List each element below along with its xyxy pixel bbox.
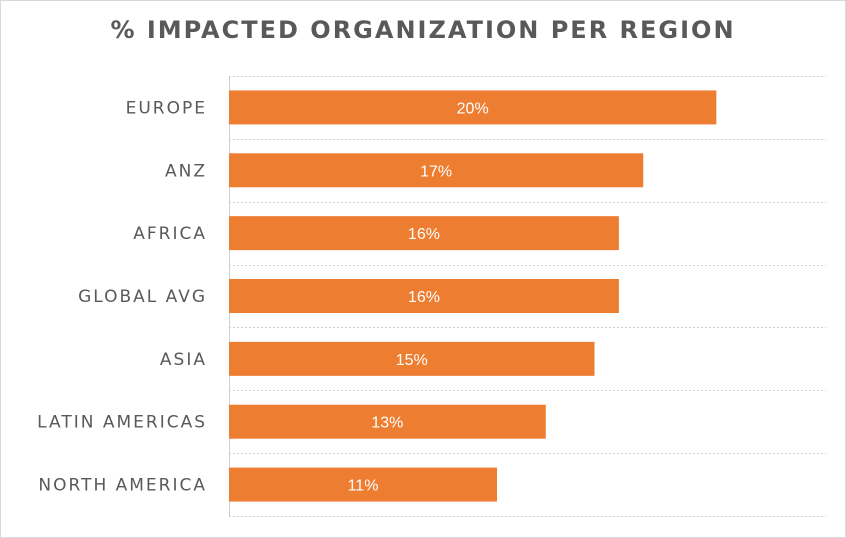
category-label: ASIA xyxy=(160,350,207,370)
data-label: 16% xyxy=(408,289,440,306)
bar xyxy=(229,404,546,439)
data-label: 17% xyxy=(420,163,452,180)
category-label: GLOBAL AVG xyxy=(78,287,207,307)
bar xyxy=(229,279,619,313)
category-labels: EUROPE ANZ AFRICA GLOBAL AVG ASIA LATIN AMERI… xyxy=(37,98,207,496)
gridlines xyxy=(229,76,826,517)
category-label: NORTH AMERICA xyxy=(38,476,207,496)
bar xyxy=(229,90,717,125)
data-label: 20% xyxy=(457,100,489,117)
data-label: 13% xyxy=(371,415,403,432)
category-label: EUROPE xyxy=(126,98,207,118)
bar xyxy=(229,153,644,188)
category-label: ANZ xyxy=(165,161,207,181)
category-label: AFRICA xyxy=(133,224,207,244)
bar xyxy=(229,341,595,376)
bar xyxy=(229,467,498,502)
category-label: LATIN AMERICAS xyxy=(37,413,207,433)
data-label: 11% xyxy=(348,478,379,495)
chart-title: % IMPACTED ORGANIZATION PER REGION xyxy=(110,16,736,44)
bar xyxy=(229,216,619,251)
data-label: 16% xyxy=(408,226,440,243)
bars: 20% 17% 16% 16% 15% 13% 11% xyxy=(229,90,717,502)
data-label: 15% xyxy=(396,352,428,369)
